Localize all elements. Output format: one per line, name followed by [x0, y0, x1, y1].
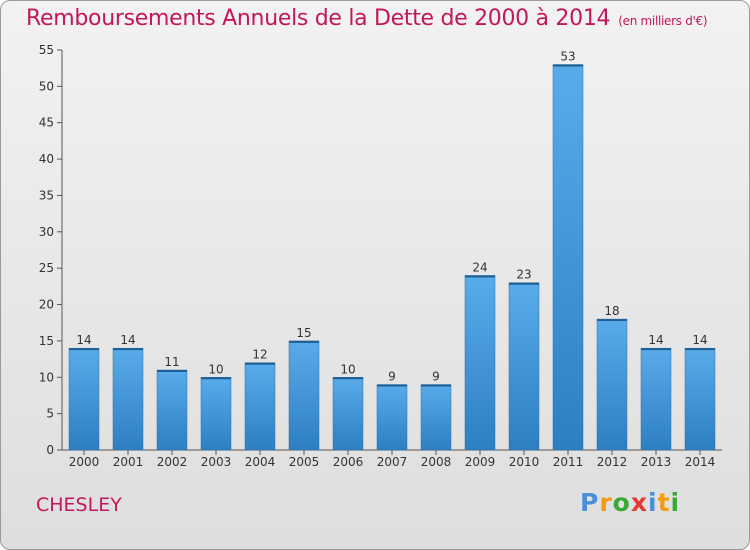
bar-value-label: 9 [432, 370, 440, 384]
bar-value-label: 12 [252, 348, 267, 362]
chart-unit: (en milliers d'€) [618, 14, 708, 28]
brand-letter: x [630, 488, 648, 517]
bar-value-label: 14 [648, 333, 663, 347]
chart-title: Remboursements Annuels de la Dette de 20… [26, 6, 708, 31]
bar [640, 347, 672, 451]
bar [420, 384, 452, 451]
brand-letter: P [580, 488, 600, 517]
bar-top-edge [641, 348, 671, 351]
x-tick-label: 2003 [201, 455, 232, 469]
bar-value-label: 10 [340, 362, 355, 376]
bar-top-edge [553, 64, 583, 67]
brand-letter: o [612, 488, 631, 517]
x-tick-label: 2006 [333, 455, 364, 469]
bar [68, 347, 100, 451]
x-tick-label: 2004 [245, 455, 276, 469]
y-tick-label: 35 [39, 188, 54, 202]
x-tick-label: 2011 [553, 455, 584, 469]
bar [596, 318, 628, 451]
bar-top-edge [465, 275, 495, 278]
bar-top-edge [289, 340, 319, 343]
x-tick-label: 2012 [597, 455, 628, 469]
x-tick-label: 2008 [421, 455, 452, 469]
bar-value-label: 9 [388, 370, 396, 384]
y-tick-label: 30 [39, 225, 54, 239]
bar [464, 275, 496, 451]
bar [684, 347, 716, 451]
bar-top-edge [509, 282, 539, 285]
bar-value-label: 53 [560, 50, 575, 64]
bar [376, 384, 408, 451]
brand-letter: i [648, 488, 658, 517]
bar [508, 282, 540, 451]
bar-top-edge [377, 384, 407, 387]
bar-value-label: 24 [472, 260, 487, 274]
bar [156, 369, 188, 451]
bar-top-edge [685, 348, 715, 351]
bar-value-label: 14 [76, 333, 91, 347]
bar-value-label: 14 [120, 333, 135, 347]
bar [288, 340, 320, 451]
x-tick-label: 2010 [509, 455, 540, 469]
bar-top-edge [421, 384, 451, 387]
x-tick-label: 2009 [465, 455, 496, 469]
y-tick-label: 5 [46, 407, 54, 421]
x-tick-label: 2007 [377, 455, 408, 469]
bar [332, 377, 364, 451]
bar-top-edge [69, 348, 99, 351]
bar [244, 362, 276, 451]
x-tick-label: 2001 [113, 455, 144, 469]
y-tick-label: 20 [39, 298, 54, 312]
x-tick-label: 2005 [289, 455, 320, 469]
bar-top-edge [333, 377, 363, 380]
x-tick-label: 2002 [157, 455, 188, 469]
bar [112, 347, 144, 451]
bar-top-edge [597, 319, 627, 322]
bar-top-edge [245, 362, 275, 365]
y-tick-label: 50 [39, 79, 54, 93]
bar-top-edge [113, 348, 143, 351]
y-tick-label: 25 [39, 261, 54, 275]
bar [200, 377, 232, 451]
bar-value-label: 15 [296, 326, 311, 340]
y-tick-label: 10 [39, 370, 54, 384]
y-tick-label: 40 [39, 152, 54, 166]
bar-value-label: 11 [164, 355, 179, 369]
brand-letter: t [657, 488, 671, 517]
bar-top-edge [157, 370, 187, 372]
brand-logo: Proxiti [580, 488, 680, 517]
y-tick-label: 0 [46, 443, 54, 457]
bar-value-label: 18 [604, 304, 619, 318]
y-tick-label: 55 [39, 43, 54, 57]
x-tick-label: 2014 [685, 455, 716, 469]
y-tick-label: 15 [39, 334, 54, 348]
bar-value-label: 10 [208, 362, 223, 376]
brand-letter: i [670, 488, 681, 517]
y-tick-label: 45 [39, 116, 54, 130]
x-tick-label: 2000 [69, 455, 100, 469]
bar-top-edge [201, 377, 231, 380]
brand-letter: r [599, 488, 613, 517]
bar [552, 64, 584, 451]
x-tick-label: 2013 [641, 455, 672, 469]
place-name: CHESLEY [36, 494, 122, 516]
chart-title-text: Remboursements Annuels de la Dette de 20… [26, 6, 611, 31]
bar-value-label: 14 [692, 333, 707, 347]
bar-value-label: 23 [516, 268, 531, 282]
